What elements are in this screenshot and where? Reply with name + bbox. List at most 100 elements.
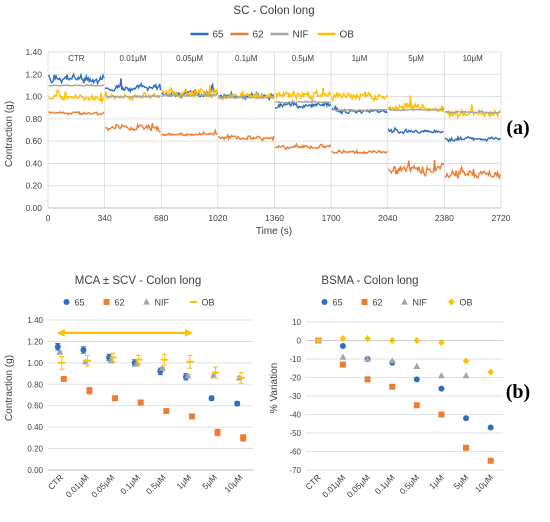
chart-b1-xtick: 1μM <box>174 472 193 491</box>
point-62 <box>86 387 93 394</box>
chart-b2-xtick: 0.1μM <box>373 472 397 496</box>
legend-label-65: 65 <box>333 298 343 308</box>
point-62 <box>60 375 67 382</box>
point-62 <box>364 376 371 383</box>
series-line-nif <box>104 93 162 99</box>
point-65 <box>339 343 346 350</box>
chart-a-ylabel: Contraction (g) <box>4 101 15 167</box>
legend-marker-65 <box>321 299 328 305</box>
point-ob <box>364 335 371 343</box>
chart-b1-legend: 65 62 NIF OB <box>63 298 215 308</box>
chart-a-ytick: 1.40 <box>25 47 42 57</box>
point-65 <box>208 395 215 402</box>
legend-marker-nif <box>143 298 150 305</box>
point-ob <box>413 336 421 345</box>
legend-marker-62 <box>103 299 110 305</box>
point-nif <box>184 372 192 379</box>
legend-marker-ob <box>190 301 197 303</box>
point-ob <box>109 356 117 359</box>
chart-b1-ytick: 0.20 <box>27 445 43 454</box>
panel-label-b: (b) <box>506 381 530 403</box>
point-62 <box>112 395 119 402</box>
series-line-ob <box>161 85 218 100</box>
chart-b2-ytick: -70 <box>289 466 301 475</box>
chart-b1-xtick: 0.1μM <box>118 472 142 496</box>
chart-b2-ytick: 10 <box>292 318 301 327</box>
chart-b2-ytick: -40 <box>289 411 301 420</box>
point-ob <box>462 357 470 365</box>
point-62 <box>339 361 346 368</box>
series-line-65 <box>387 126 444 135</box>
series-line-65 <box>217 90 275 102</box>
chart-b2-points <box>314 335 494 464</box>
point-ob <box>186 360 194 363</box>
chart-b2-xtick: 5μM <box>452 472 471 491</box>
chart-b1-ytick: 1.40 <box>27 316 43 325</box>
chart-b1-xtick: CTR <box>46 472 65 491</box>
point-62 <box>188 413 195 420</box>
point-62 <box>463 444 470 451</box>
point-65 <box>80 347 87 353</box>
point-nif <box>364 355 371 362</box>
chart-b2-xtick: 0.05μM <box>345 472 372 499</box>
series-line-nif <box>445 109 501 115</box>
chart-b2-ytick: 0 <box>297 337 302 346</box>
chart-b2-xtick: 0.01μM <box>320 472 347 499</box>
point-nif <box>388 357 396 364</box>
chart-a-segment-label: 0.01μM <box>120 54 147 63</box>
chart-a-segment-label: 0.05μM <box>176 54 203 63</box>
series-line-65 <box>444 134 501 144</box>
chart-a-ytick: 0.60 <box>25 136 42 146</box>
legend-label-65: 65 <box>213 30 225 41</box>
chart-a-xtick: 2380 <box>435 213 454 223</box>
chart-a-ytick: 0.20 <box>25 181 42 191</box>
series-line-nif <box>218 95 275 100</box>
chart-b1-grid: 0.00 0.20 0.40 0.60 0.80 1.00 1.20 1.40 CTR0.01μ… <box>27 316 253 500</box>
chart-b2-ytick: -30 <box>289 392 301 401</box>
point-ob <box>339 335 347 343</box>
point-nif <box>462 372 470 379</box>
series-line-62 <box>274 142 332 151</box>
series-line-62 <box>217 132 275 143</box>
chart-a-xtick: 680 <box>154 213 168 223</box>
chart-a-ytick: 0.40 <box>25 158 42 168</box>
series-line-62 <box>161 128 218 137</box>
chart-a-title: SC - Colon long <box>233 5 314 17</box>
chart-b1-arrow <box>56 328 193 337</box>
point-62 <box>240 434 247 441</box>
series-line-nif <box>48 83 105 87</box>
chart-a-segment-label: 0.1μM <box>235 54 258 63</box>
legend-label-65: 65 <box>75 298 85 308</box>
chart-b1-ytick: 0.60 <box>27 402 43 411</box>
point-nif <box>413 362 421 369</box>
point-62 <box>487 457 494 464</box>
chart-a-segment-label: CTR <box>68 54 85 63</box>
point-ob <box>135 358 143 361</box>
point-nif <box>438 372 445 379</box>
chart-b2-ylabel: % Variation <box>269 363 280 413</box>
point-65 <box>234 400 241 407</box>
point-ob <box>83 359 91 362</box>
point-nif <box>158 364 166 371</box>
point-65 <box>487 424 494 431</box>
point-62 <box>137 399 144 406</box>
chart-a-segment-label: 0.5μM <box>292 54 315 63</box>
chart-b2-ytick: -50 <box>289 429 301 438</box>
point-ob <box>388 336 396 345</box>
series-line-65 <box>274 98 332 110</box>
legend-label-nif: NIF <box>293 30 309 41</box>
chart-b2-ytick: -10 <box>289 355 301 364</box>
chart-a-xtick: 340 <box>98 213 112 223</box>
legend-label-nif: NIF <box>413 298 428 308</box>
chart-a-segment-label: 5μM <box>408 54 424 63</box>
chart-b2-title: BSMA - Colon long <box>321 275 418 287</box>
point-62 <box>163 408 170 415</box>
chart-b1-ytick: 1.00 <box>27 359 43 368</box>
series-line-65 <box>104 78 162 94</box>
point-ob <box>315 336 322 345</box>
chart-a-segment-labels: CTR 0.01μM 0.05μM 0.1μM 0.5μM 1μM 5μM 10μM <box>68 54 483 63</box>
point-65 <box>54 343 61 350</box>
series-line-62 <box>48 110 105 116</box>
